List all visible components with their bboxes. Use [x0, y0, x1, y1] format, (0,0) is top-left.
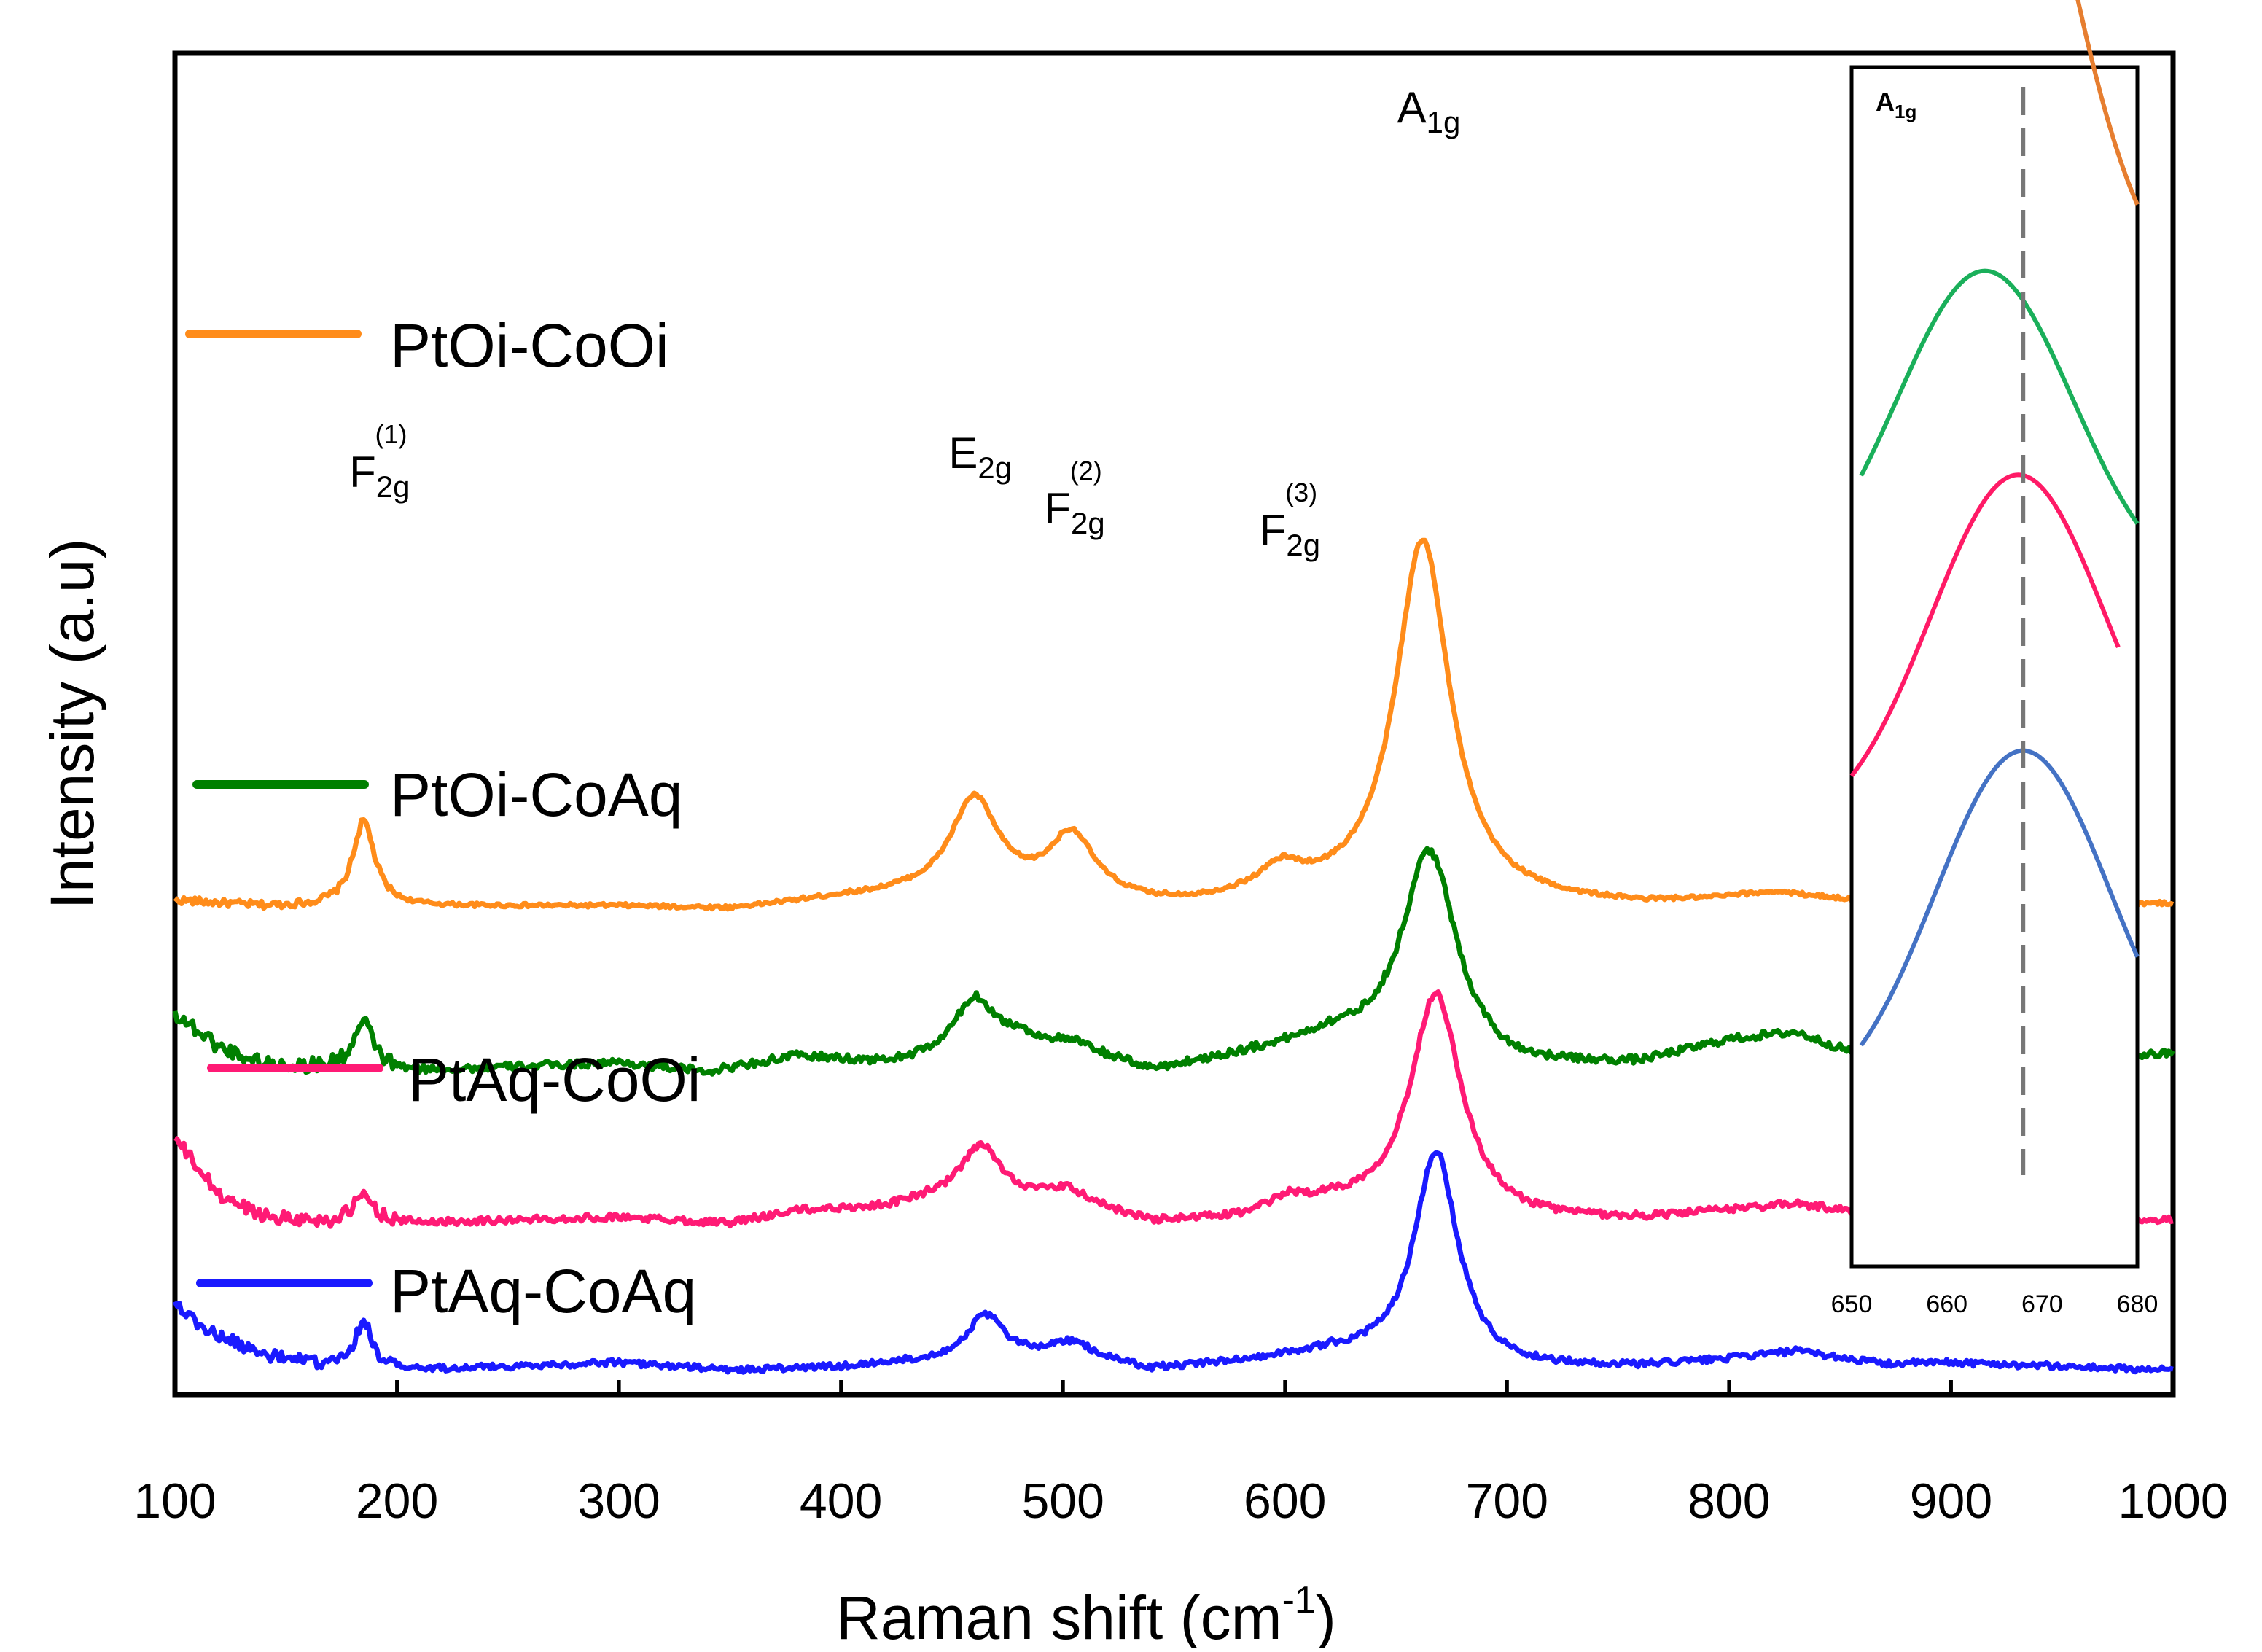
series-line-ptaq-coaq [172, 1150, 2174, 1375]
inset-panel: A1g 650 660 670 680 [1831, 0, 2158, 1318]
series-line-ptoi-cooi [173, 537, 2175, 912]
x-axis-ticks: 100 200 300 400 500 600 700 800 900 1000 [133, 1380, 2228, 1529]
inset-line-ptaq-cooi [1849, 472, 2121, 778]
legend-label: PtOi-CoOi [390, 311, 669, 380]
inset-line-ptaq-coaq [1859, 748, 2140, 1047]
peak-label: A1g [1397, 83, 1461, 139]
series-line-ptoi-coaq [172, 846, 2175, 1077]
x-tick-label: 300 [577, 1473, 660, 1529]
peak-label: E2g [948, 429, 1012, 485]
x-axis-title-close: ) [1316, 1583, 1336, 1648]
legend-label: PtAq-CoOi [408, 1045, 701, 1114]
x-tick-label: 700 [1466, 1473, 1548, 1529]
plot-frame [172, 50, 2176, 1398]
x-tick-label: 100 [133, 1473, 216, 1529]
x-axis-title-sup: -1 [1282, 1579, 1316, 1621]
inset-frame [1849, 65, 2140, 1269]
inset-tick-label: 660 [1926, 1290, 1967, 1318]
peak-labels: F2g(1) E2g F2g(2) F2g(3) A1g [349, 83, 1460, 562]
peak-label: F2g(1) [349, 419, 410, 504]
y-axis-title: Intensity (a.u) [38, 539, 106, 910]
series-line-ptaq-cooi [173, 989, 2174, 1229]
x-tick-label: 800 [1688, 1473, 1770, 1529]
x-tick-label: 600 [1244, 1473, 1326, 1529]
inset-title: A1g [1876, 87, 1916, 122]
x-axis-title-main: Raman shift (cm [836, 1583, 1282, 1648]
peak-label: F2g(3) [1260, 478, 1320, 562]
inset-line-ptoi-cooi [2075, 0, 2140, 206]
x-tick-label: 400 [800, 1473, 882, 1529]
inset-title-sub: 1g [1895, 101, 1916, 122]
legend: PtOi-CoOi PtOi-CoAq PtAq-CoOi PtAq-CoAq [185, 311, 701, 1325]
inset-tick-label: 650 [1831, 1290, 1873, 1318]
inset-tick-label: 680 [2117, 1290, 2158, 1318]
legend-label: PtOi-CoAq [390, 760, 682, 829]
peak-label: F2g(2) [1044, 456, 1104, 540]
legend-label: PtAq-CoAq [390, 1257, 696, 1325]
inset-x-ticks: 650 660 670 680 [1831, 1290, 2158, 1318]
series-group [172, 537, 2175, 1375]
x-tick-label: 900 [1910, 1473, 1992, 1529]
x-axis-title: Raman shift (cm-1) [836, 1579, 1336, 1648]
inset-tick-label: 670 [2021, 1290, 2063, 1318]
inset-line-ptoi-coaq [1859, 268, 2140, 525]
inset-series-group [1849, 0, 2140, 1047]
x-tick-label: 200 [356, 1473, 438, 1529]
inset-title-main: A [1876, 87, 1895, 117]
x-tick-label: 500 [1021, 1473, 1104, 1529]
x-tick-label: 1000 [2118, 1473, 2228, 1529]
